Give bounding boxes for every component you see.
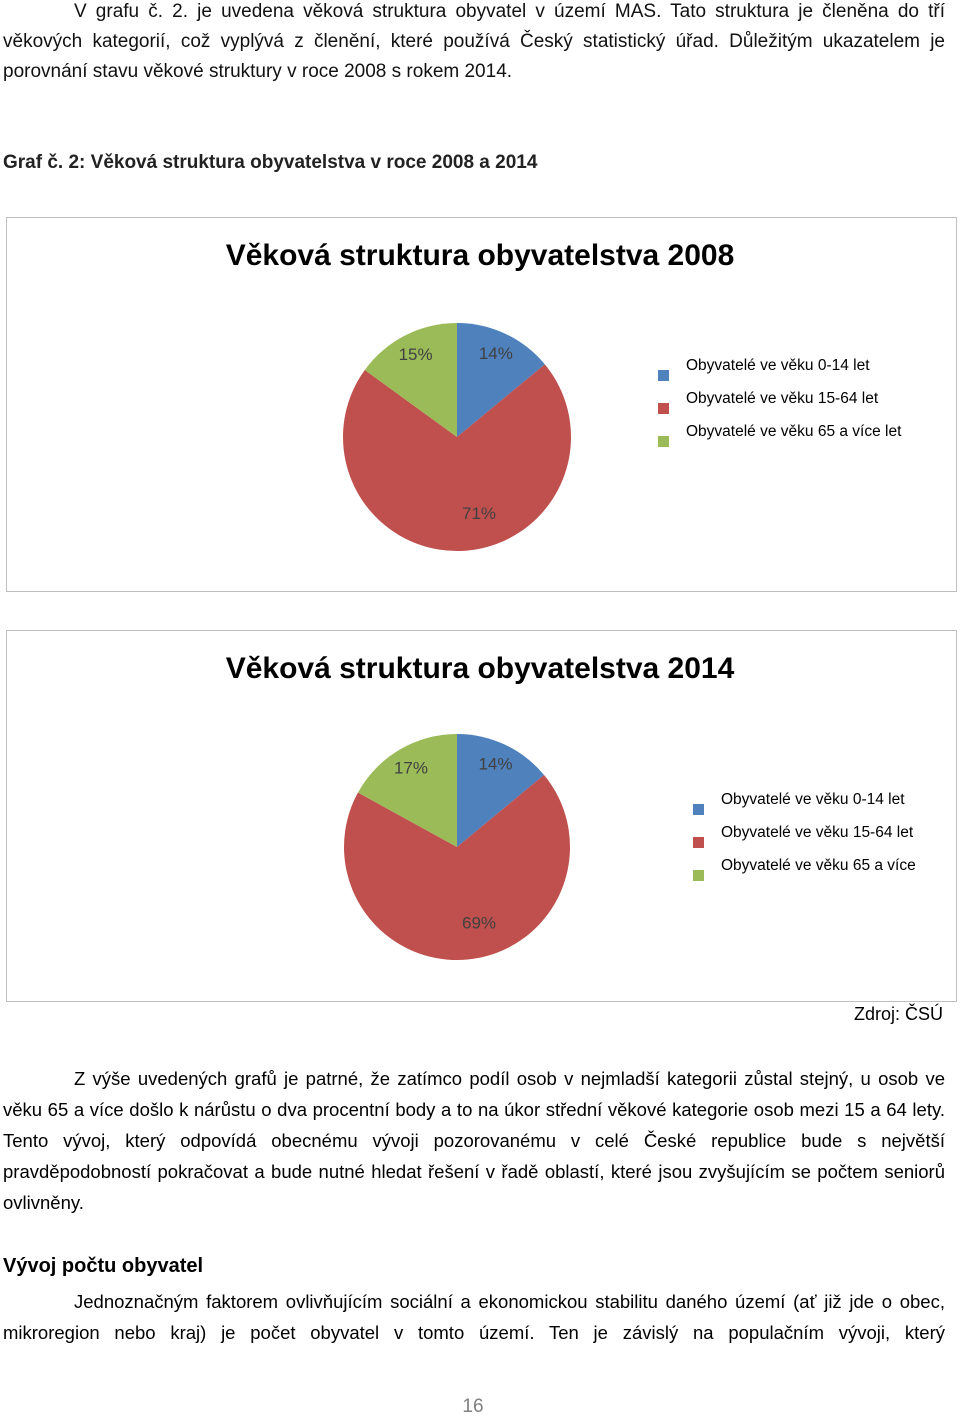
chart-title: Věková struktura obyvatelstva 2014 (226, 652, 735, 685)
slice-label: 14% (478, 755, 512, 774)
legend-label: Obyvatelé ve věku 0-14 let (721, 791, 905, 808)
section-paragraph: Jednoznačným faktorem ovlivňujícím sociá… (3, 1291, 945, 1343)
pie-slice (343, 774, 570, 960)
slice-label: 17% (394, 759, 428, 778)
slice-label: 14% (479, 344, 513, 363)
legend-label: Obyvatelé ve věku 65 a více (721, 857, 916, 874)
legend-label: Obyvatelé ve věku 65 a více let (686, 423, 902, 440)
pie-chart: Věková struktura obyvatelstva 2008 14% Oby… (6, 217, 957, 592)
page-number: 16 (462, 1396, 484, 1417)
legend-label: Obyvatelé ve věku 15-64 let (686, 390, 879, 407)
legend-swatch (658, 436, 669, 447)
legend-swatch (693, 804, 704, 815)
figure-caption: Graf č. 2: Věková struktura obyvatelstva… (3, 152, 538, 173)
pie-chart: Věková struktura obyvatelstva 2014 14% Oby… (6, 630, 957, 1002)
legend-label: Obyvatelé ve věku 0-14 let (686, 357, 870, 374)
conclusion-paragraph: Z výše uvedených grafů je patrné, že zat… (3, 1068, 945, 1213)
pie-slice (364, 323, 457, 437)
pie-slice (457, 323, 545, 437)
pie-slice (457, 734, 545, 847)
slice-label: 69% (462, 913, 496, 932)
legend-label: Obyvatelé ve věku 15-64 let (721, 824, 914, 841)
slice-label: 71% (462, 504, 496, 523)
chart-title: Věková struktura obyvatelstva 2008 (226, 239, 735, 272)
pie-slice (357, 734, 457, 847)
legend-swatch (693, 837, 704, 848)
legend-swatch (658, 370, 669, 381)
slice-label: 15% (399, 345, 433, 364)
legend-swatch (693, 870, 704, 881)
section-heading: Vývoj počtu obyvatel (3, 1255, 204, 1277)
source-note: Zdroj: ČSÚ (853, 1004, 943, 1024)
pie-slice (343, 364, 571, 551)
intro-paragraph: V grafu č. 2. je uvedena věková struktur… (3, 1, 945, 82)
legend-swatch (658, 403, 669, 414)
